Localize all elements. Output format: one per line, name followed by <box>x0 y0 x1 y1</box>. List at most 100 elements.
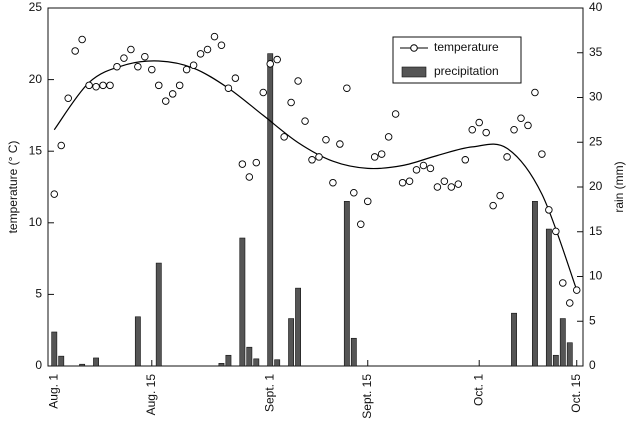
temperature-point <box>552 227 560 236</box>
temperature-point <box>106 81 114 90</box>
temperature-point <box>120 54 128 62</box>
legend-marker <box>410 44 418 52</box>
x-tick-label: Sept. 15 <box>360 374 374 419</box>
temperature-point <box>301 117 309 125</box>
temperature-point <box>524 121 532 130</box>
y-tick-label: 0 <box>35 358 42 372</box>
x-tick-label: Oct. 15 <box>569 374 583 413</box>
temperature-point <box>426 164 435 173</box>
temperature-point <box>454 180 463 188</box>
precipitation-bar <box>246 346 253 367</box>
temperature-point <box>252 158 261 167</box>
temperature-point <box>217 41 226 49</box>
precipitation-bar <box>566 342 573 367</box>
temperature-point <box>161 97 170 105</box>
temperature-point <box>363 197 372 206</box>
precipitation-bar <box>225 354 232 367</box>
precipitation-bar <box>295 287 301 367</box>
precipitation-bar <box>532 201 538 367</box>
temperature-point <box>308 156 316 164</box>
temperature-point <box>517 114 525 123</box>
precipitation-bar <box>58 355 65 367</box>
precipitation-bar <box>79 363 86 367</box>
temperature-point <box>489 201 497 210</box>
temperature-point <box>433 183 442 191</box>
temperature-point <box>384 133 393 141</box>
temperature-point <box>336 140 344 148</box>
y2-tick-label: 20 <box>589 179 603 193</box>
temperature-point <box>127 45 135 54</box>
precipitation-bar <box>51 331 58 367</box>
y2-tick-label: 0 <box>589 358 596 372</box>
temperature-point <box>531 88 539 97</box>
temperature-point <box>92 83 100 91</box>
temperature-point <box>468 125 476 134</box>
legend-label: temperature <box>434 40 499 54</box>
temperature-point <box>266 60 274 68</box>
x-tick-label: Sept. 1 <box>262 374 276 412</box>
y2-tick-label: 25 <box>589 134 603 148</box>
temperature-point <box>99 81 107 90</box>
temperature-point <box>322 135 330 144</box>
y2-axis-label: rain (mm) <box>612 161 626 212</box>
precipitation-bar <box>343 201 350 367</box>
y-tick-label: 10 <box>29 215 43 229</box>
temperature-point <box>196 50 205 58</box>
y2-tick-label: 30 <box>589 90 603 104</box>
temperature-point <box>238 160 247 168</box>
legend-label: precipitation <box>434 64 499 78</box>
temperature-point <box>155 81 163 90</box>
legend-swatch <box>401 66 427 78</box>
precipitation-bar <box>274 359 281 367</box>
y-tick-label: 20 <box>29 72 43 86</box>
temperature-point <box>503 153 511 161</box>
temperature-point <box>71 47 79 55</box>
x-tick-label: Aug. 15 <box>144 374 158 416</box>
precipitation-bar <box>218 363 225 367</box>
temperature-point <box>78 35 86 44</box>
temperature-point <box>343 84 351 92</box>
temperature-point <box>447 183 456 191</box>
temperature-point <box>168 90 177 98</box>
x-tick-label: Oct. 1 <box>471 374 485 406</box>
temperature-point <box>377 150 386 158</box>
temperature-point <box>419 161 428 170</box>
temperature-point <box>315 153 323 161</box>
temperature-point <box>294 77 302 85</box>
precipitation-bar <box>545 228 552 367</box>
temperature-point <box>175 81 184 90</box>
temperature-point <box>412 166 421 174</box>
y-axis-label: temperature (° C) <box>6 141 20 234</box>
precipitation-bar <box>253 358 260 367</box>
temperature-point <box>141 52 149 61</box>
temperature-point <box>566 299 574 307</box>
precipitation-bar <box>350 337 357 367</box>
temperature-point <box>210 32 219 41</box>
temperature-point <box>182 65 191 74</box>
temperature-point <box>273 55 281 64</box>
precipitation-bar <box>559 318 566 367</box>
temperature-point <box>370 153 379 161</box>
temperature-point <box>259 88 268 97</box>
temperature-point <box>545 206 553 214</box>
y2-tick-label: 15 <box>589 224 603 238</box>
y2-tick-label: 35 <box>589 45 603 59</box>
temperature-point <box>57 141 65 150</box>
temperature-point <box>538 150 546 158</box>
temperature-point <box>64 94 72 102</box>
y2-tick-label: 10 <box>589 269 603 283</box>
temperature-point <box>357 220 365 228</box>
temperature-point <box>245 173 254 181</box>
temperature-point <box>134 62 142 71</box>
precipitation-bar <box>511 312 517 367</box>
temperature-point <box>148 65 156 74</box>
temperature-point <box>287 98 295 107</box>
precipitation-bar <box>239 237 246 367</box>
temperature-point <box>482 128 490 137</box>
precipitation-bar <box>93 357 99 367</box>
precipitation-bar <box>552 354 559 367</box>
temperature-point <box>189 61 198 70</box>
x-tick-label: Aug. 1 <box>46 374 60 409</box>
y2-tick-label: 40 <box>589 0 603 14</box>
